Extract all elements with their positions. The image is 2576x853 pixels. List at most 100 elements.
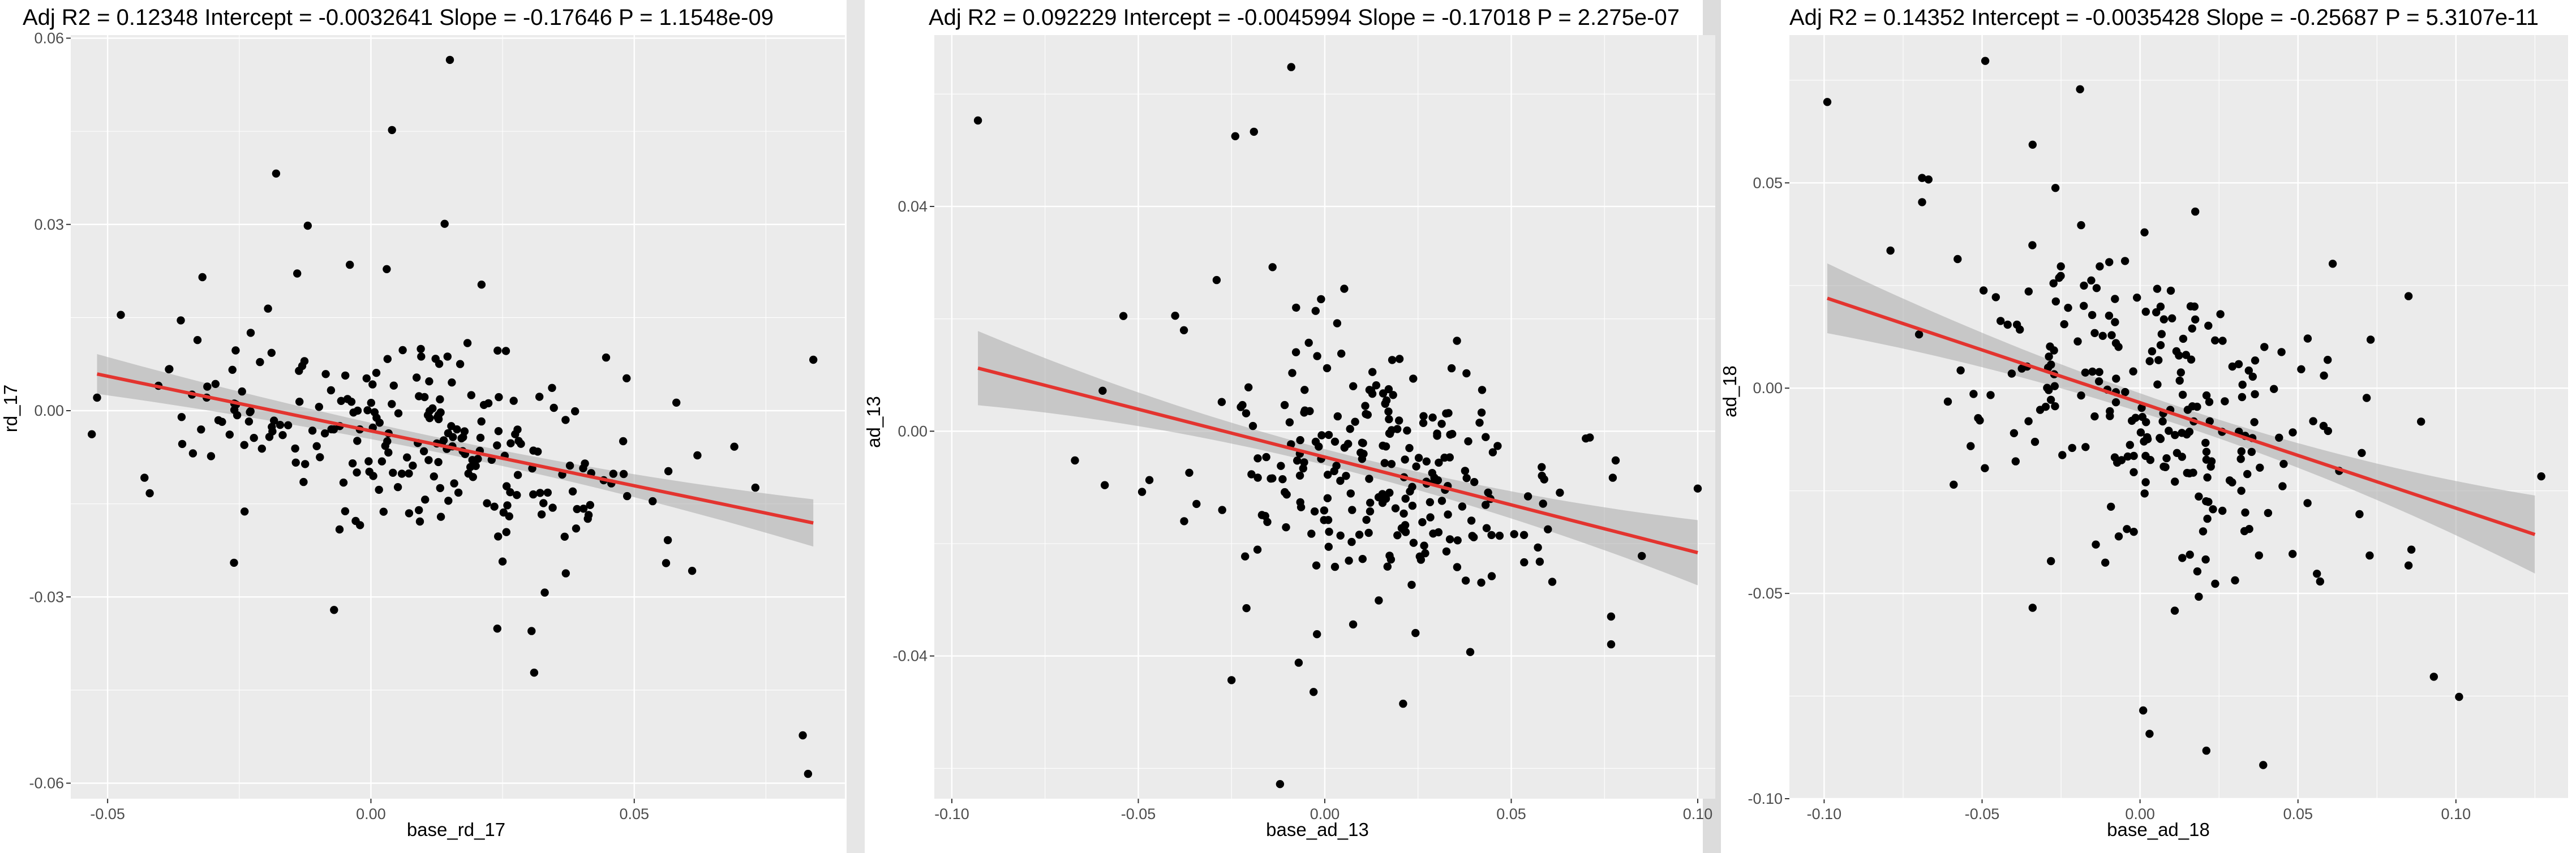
data-point xyxy=(513,491,521,499)
data-point xyxy=(2017,364,2026,373)
data-point xyxy=(276,421,285,429)
data-point xyxy=(2172,347,2181,356)
data-point xyxy=(270,416,278,425)
data-point xyxy=(343,395,352,403)
data-point xyxy=(2130,468,2138,476)
data-point xyxy=(1510,530,1518,538)
data-point xyxy=(2455,692,2463,701)
data-point xyxy=(1248,421,1257,430)
data-point xyxy=(375,485,383,494)
data-point xyxy=(1611,456,1620,465)
data-point xyxy=(477,281,486,289)
data-point xyxy=(1453,536,1462,545)
data-point xyxy=(490,502,499,511)
data-point xyxy=(2092,284,2101,292)
data-point xyxy=(2186,550,2194,559)
data-point xyxy=(1180,517,1188,525)
data-point xyxy=(1342,472,1350,480)
data-point xyxy=(1330,562,1339,571)
regression-line xyxy=(977,366,1698,554)
data-point xyxy=(405,469,413,478)
data-point xyxy=(388,400,396,408)
data-point xyxy=(420,393,429,402)
data-point xyxy=(619,469,628,479)
data-point xyxy=(2202,447,2211,456)
data-point xyxy=(1311,437,1320,446)
data-point xyxy=(1954,255,1962,264)
data-point xyxy=(241,507,249,516)
data-point xyxy=(177,316,185,325)
data-point xyxy=(2153,380,2162,389)
data-point xyxy=(1991,293,2000,301)
data-point xyxy=(231,346,240,355)
data-point xyxy=(1385,552,1394,560)
data-point xyxy=(2105,311,2114,320)
data-point xyxy=(398,346,407,355)
data-point xyxy=(1291,348,1300,356)
data-point xyxy=(1368,368,1377,376)
data-point xyxy=(537,510,546,519)
data-point xyxy=(548,503,557,512)
data-point xyxy=(1277,462,1285,470)
data-point xyxy=(177,413,186,421)
data-point xyxy=(1381,494,1390,503)
data-point xyxy=(2047,557,2055,566)
data-point xyxy=(1247,470,1256,479)
data-point xyxy=(1382,396,1391,405)
data-point xyxy=(529,446,538,455)
x-tick-label: -0.05 xyxy=(1965,805,2000,822)
data-point xyxy=(1408,482,1416,491)
data-point xyxy=(568,487,577,496)
regression-line xyxy=(1827,296,2536,536)
data-point xyxy=(506,439,515,447)
data-point xyxy=(389,381,398,390)
data-point xyxy=(2243,469,2252,479)
data-point xyxy=(2016,325,2024,334)
data-point xyxy=(117,311,125,319)
data-point xyxy=(436,484,444,493)
data-point xyxy=(2152,308,2161,317)
data-point xyxy=(1242,604,1251,613)
data-point xyxy=(1324,542,1333,551)
data-point xyxy=(581,459,589,468)
data-point xyxy=(1428,413,1437,422)
data-point xyxy=(2114,532,2123,541)
data-point xyxy=(602,353,611,362)
y-axis-title: ad_13 xyxy=(863,396,884,448)
data-point xyxy=(549,403,558,412)
data-point xyxy=(1997,317,2005,325)
data-point xyxy=(295,367,303,375)
data-point xyxy=(330,606,338,614)
data-point xyxy=(1241,552,1250,561)
data-point xyxy=(494,532,503,541)
data-point xyxy=(1391,504,1400,512)
data-point xyxy=(2141,478,2150,486)
data-point xyxy=(494,427,503,436)
data-point xyxy=(1336,476,1345,485)
data-point xyxy=(1340,285,1349,293)
data-point xyxy=(351,516,360,525)
data-point xyxy=(436,512,445,521)
data-point xyxy=(425,407,434,415)
data-point xyxy=(2024,287,2033,296)
scatter-panel-ad13: -0.10 -0.05 0.00 0.05 0.10 -0.04 0.00 0.04 Adj R… xyxy=(863,5,1715,840)
data-point xyxy=(1426,498,1435,506)
data-point xyxy=(2056,262,2065,271)
data-point xyxy=(2362,394,2371,402)
data-point xyxy=(2204,498,2213,506)
data-point xyxy=(1478,386,1487,394)
data-point xyxy=(466,463,475,471)
data-point xyxy=(250,434,258,442)
data-point xyxy=(353,437,362,445)
data-point xyxy=(2231,576,2239,585)
data-point xyxy=(2028,604,2037,612)
data-point xyxy=(2133,294,2141,302)
data-point xyxy=(2137,403,2146,412)
data-point xyxy=(2107,502,2115,511)
data-point xyxy=(1924,175,1933,184)
data-point xyxy=(2201,438,2210,447)
data-point xyxy=(265,433,274,441)
y-tick-label: 0.00 xyxy=(34,402,64,419)
x-tick-label: 0.10 xyxy=(2441,805,2471,822)
data-point xyxy=(1333,319,1342,328)
